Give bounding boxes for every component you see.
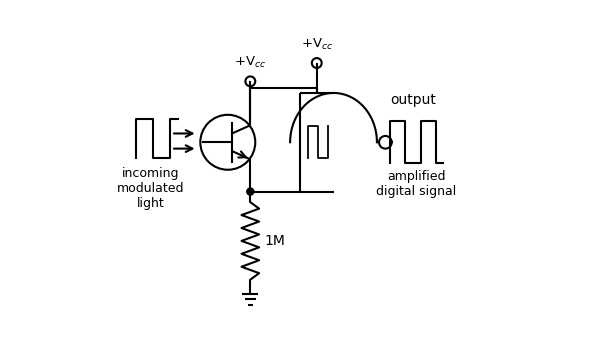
Text: incoming
modulated
light: incoming modulated light — [117, 167, 184, 210]
Text: 1M: 1M — [265, 234, 285, 248]
Circle shape — [247, 188, 254, 195]
Text: amplified
digital signal: amplified digital signal — [376, 170, 456, 198]
Text: +V$_{cc}$: +V$_{cc}$ — [234, 55, 266, 70]
Text: output: output — [390, 93, 436, 107]
Text: +V$_{cc}$: +V$_{cc}$ — [301, 37, 333, 52]
